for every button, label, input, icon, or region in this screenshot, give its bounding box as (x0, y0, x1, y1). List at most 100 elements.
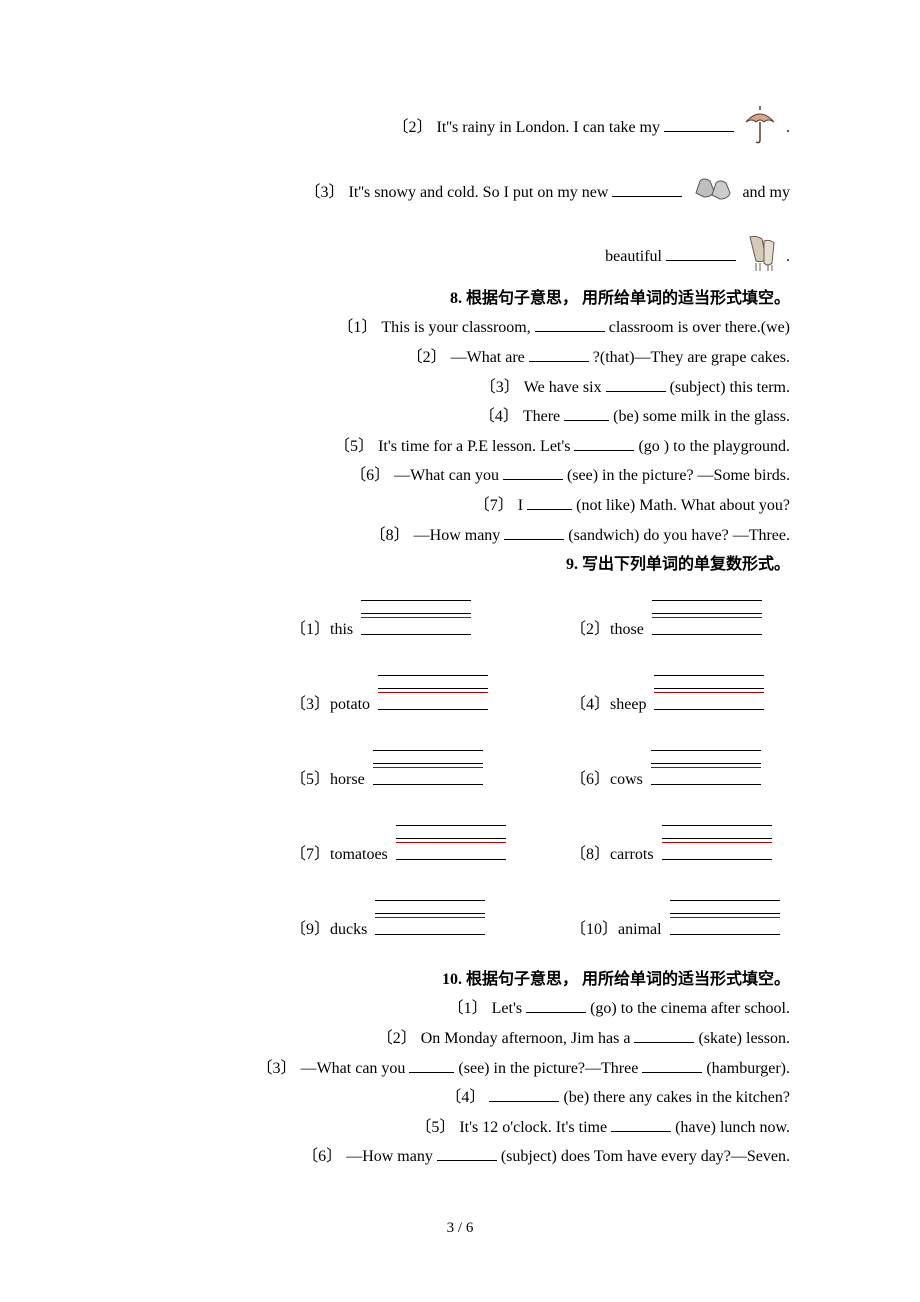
word: carrots (610, 846, 654, 863)
answer-blank[interactable] (378, 667, 488, 714)
answer-blank[interactable] (652, 592, 762, 639)
bracket: 〔4〕 (570, 696, 610, 713)
answer-blank[interactable] (662, 817, 772, 864)
answer-blank[interactable] (361, 592, 471, 639)
answer-blank[interactable] (670, 892, 780, 939)
sentence-text: We have six (524, 379, 606, 396)
word: those (610, 621, 644, 638)
fill-blank[interactable] (526, 996, 586, 1013)
bracket: 〔1〕 (448, 1000, 488, 1017)
q9-row: 〔3〕potato 〔4〕sheep (130, 667, 790, 714)
q8-item: 〔5〕 It's time for a P.E lesson. Let's (g… (130, 434, 790, 460)
fill-blank[interactable] (527, 493, 572, 510)
umbrella-icon (742, 104, 778, 153)
q9-pair-left: 〔5〕horse (290, 742, 510, 789)
bracket: 〔10〕 (570, 921, 618, 938)
sentence-text: (be) there any cakes in the kitchen? (563, 1089, 790, 1106)
sentence-text: This is your classroom, (381, 319, 534, 336)
q9-pair-right: 〔10〕animal (570, 892, 790, 939)
sentence-text: (be) some milk in the glass. (613, 408, 790, 425)
fill-blank[interactable] (503, 463, 563, 480)
word: potato (330, 696, 370, 713)
q9-pair-left: 〔3〕potato (290, 667, 510, 714)
fill-blank[interactable] (489, 1085, 559, 1102)
fill-blank[interactable] (409, 1056, 454, 1073)
fill-blank[interactable] (666, 244, 736, 261)
sentence-text: —What are (451, 349, 529, 366)
answer-blank[interactable] (651, 742, 761, 789)
bracket: 〔7〕 (474, 497, 514, 514)
sentence-text: It's 12 o'clock. It's time (459, 1119, 611, 1136)
sentence-text: It''s rainy in London. I can take my (437, 119, 664, 136)
fill-blank[interactable] (437, 1144, 497, 1161)
q10-item: 〔1〕 Let's (go) to the cinema after schoo… (130, 996, 790, 1022)
fill-blank[interactable] (535, 315, 605, 332)
sentence-text: —What can you (301, 1060, 410, 1077)
sentence-text: I (518, 497, 527, 514)
fill-blank[interactable] (634, 1026, 694, 1043)
word: ducks (330, 921, 367, 938)
sentence-text: —How many (414, 527, 505, 544)
q9-pair-left: 〔9〕ducks (290, 892, 510, 939)
q10-item: 〔4〕 (be) there any cakes in the kitchen? (130, 1085, 790, 1111)
q10-item: 〔6〕 —How many (subject) does Tom have ev… (130, 1144, 790, 1170)
q9-title: 9. 写出下列单词的单复数形式。 (130, 552, 790, 578)
fill-blank[interactable] (564, 404, 609, 421)
bracket: 〔9〕 (290, 921, 330, 938)
sentence-text: —How many (346, 1148, 433, 1165)
sentence-text: (sandwich) do you have? —Three. (568, 527, 790, 544)
fill-blank[interactable] (612, 180, 682, 197)
fill-blank[interactable] (529, 345, 589, 362)
bracket: 〔5〕 (290, 771, 330, 788)
q9-row: 〔9〕ducks 〔10〕animal (130, 892, 790, 939)
q9-pair-right: 〔4〕sheep (570, 667, 790, 714)
fill-blank[interactable] (504, 523, 564, 540)
answer-blank[interactable] (375, 892, 485, 939)
answer-blank[interactable] (373, 742, 483, 789)
bracket: 〔7〕 (290, 846, 330, 863)
q7-item-3-line1: 〔3〕 It''s snowy and cold. So I put on my… (130, 175, 790, 212)
q10-item: 〔5〕 It's 12 o'clock. It's time (have) lu… (130, 1115, 790, 1141)
fill-blank[interactable] (574, 434, 634, 451)
word: this (330, 621, 353, 638)
q9-row: 〔7〕tomatoes 〔8〕carrots (130, 817, 790, 864)
bracket: 〔2〕 (570, 621, 610, 638)
sentence-text: Let's (492, 1000, 526, 1017)
sentence-text: (hamburger). (706, 1060, 790, 1077)
sentence-text: (have) lunch now. (675, 1119, 790, 1136)
bracket: 〔4〕 (479, 408, 519, 425)
bracket: 〔8〕 (570, 846, 610, 863)
q7-item-2: 〔2〕 It''s rainy in London. I can take my… (130, 104, 790, 153)
q10-title: 10. 根据句子意思， 用所给单词的适当形式填空。 (130, 967, 790, 993)
bracket: 〔3〕 (480, 379, 520, 396)
fill-blank[interactable] (606, 375, 666, 392)
q8-item: 〔8〕 —How many (sandwich) do you have? —T… (130, 523, 790, 549)
bracket: 〔4〕 (445, 1089, 485, 1106)
q8-item: 〔1〕 This is your classroom, classroom is… (130, 315, 790, 341)
q8-item: 〔3〕 We have six (subject) this term. (130, 375, 790, 401)
q8-item: 〔6〕 —What can you (see) in the picture? … (130, 463, 790, 489)
fill-blank[interactable] (642, 1056, 702, 1073)
word: tomatoes (330, 846, 388, 863)
sentence-text: classroom is over there.(we) (609, 319, 790, 336)
gloves-icon (690, 175, 734, 212)
sentence-text: (subject) does Tom have every day?—Seven… (501, 1148, 790, 1165)
q8-item: 〔2〕 —What are ?(that)—They are grape cak… (130, 345, 790, 371)
sentence-text: (go ) to the playground. (638, 438, 790, 455)
q9-pair-right: 〔2〕those (570, 592, 790, 639)
bracket: 〔2〕 (393, 119, 433, 136)
sentence-text: There (523, 408, 564, 425)
bracket: 〔2〕 (407, 349, 447, 366)
fill-blank[interactable] (664, 115, 734, 132)
word: animal (618, 921, 662, 938)
sentence-text: beautiful (605, 248, 666, 265)
sentence-text: It's time for a P.E lesson. Let's (378, 438, 570, 455)
bracket: 〔6〕 (570, 771, 610, 788)
bracket: 〔8〕 (370, 527, 410, 544)
q9-grid: 〔1〕this 〔2〕those 〔3〕potato 〔4〕sheep (130, 592, 790, 939)
answer-blank[interactable] (396, 817, 506, 864)
period: . (786, 119, 790, 136)
sentence-text: (see) in the picture? —Some birds. (567, 467, 790, 484)
answer-blank[interactable] (654, 667, 764, 714)
fill-blank[interactable] (611, 1115, 671, 1132)
